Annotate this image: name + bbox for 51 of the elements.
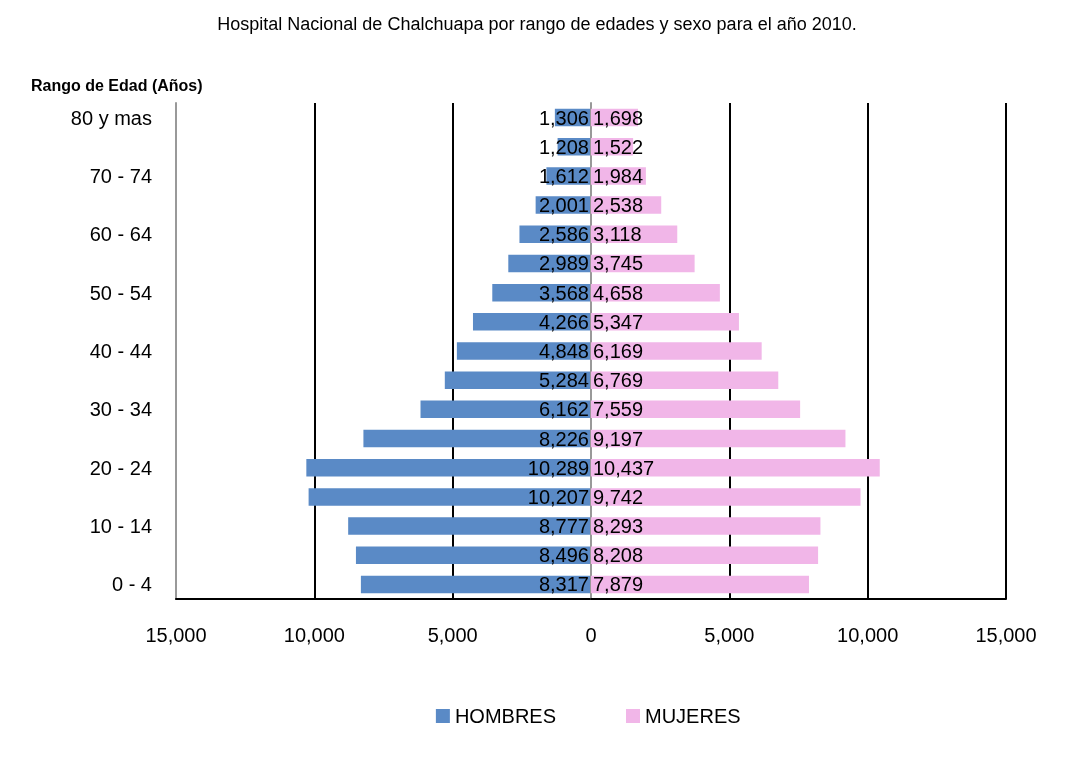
data-label: 3,745 [593,252,644,275]
data-label: 3,118 [593,223,642,246]
data-label: 9,197 [593,427,644,450]
data-label: 4,658 [593,281,644,304]
y-axis-title: Rango de Edad (Años) [31,76,203,94]
legend-label: MUJERES [645,705,741,727]
data-label: 4,848 [538,340,589,362]
data-label: 1,522 [593,135,644,158]
data-label: 6,169 [593,340,644,362]
data-label: 8,777 [538,515,589,538]
x-tick-label: 0 [585,624,597,646]
data-label: 2,538 [593,194,644,217]
x-tick-label: 5,000 [427,624,478,646]
y-tick-label: 20 - 24 [89,456,152,479]
x-tick-label: 10,000 [283,624,345,646]
data-label: 8,496 [538,544,589,567]
data-label: 6,162 [538,398,589,421]
data-label: 5,284 [538,369,589,392]
chart-title: Hospital Nacional de Chalchuapa por rango de edades y sexo para el año 2010. [217,14,857,34]
data-label: 8,293 [593,515,644,538]
data-label: 10,437 [593,456,655,479]
x-tick-label: 15,000 [145,624,207,646]
x-tick-label: 10,000 [837,624,899,646]
data-label: 7,559 [593,398,644,421]
data-label: 2,989 [538,252,589,275]
data-label: 1,698 [593,106,644,129]
data-label: 10,207 [527,485,589,508]
y-tick-label: 30 - 34 [89,398,152,421]
data-label: 8,208 [593,544,644,567]
data-label: 8,226 [538,427,589,450]
data-label: 1,984 [593,164,644,187]
x-tick-label: 15,000 [975,624,1037,646]
y-tick-label: 80 y mas [70,106,152,129]
data-label: 2,586 [538,223,589,246]
data-label: 8,317 [538,573,589,596]
y-tick-label: 70 - 74 [89,164,152,187]
y-tick-label: 40 - 44 [89,340,152,362]
data-label: 3,568 [538,281,589,304]
y-tick-label: 50 - 54 [89,281,152,304]
data-label: 2,001 [538,194,589,217]
y-tick-label: 0 - 4 [111,573,152,596]
data-label: 4,266 [538,310,589,333]
legend-label: HOMBRES [454,705,556,727]
x-tick-label: 5,000 [704,624,755,646]
y-tick-label: 60 - 64 [89,223,152,246]
data-label: 7,879 [593,573,644,596]
data-label: 5,347 [593,310,644,333]
y-tick-label: 10 - 14 [89,515,152,538]
data-label: 9,742 [593,485,644,508]
data-label: 6,769 [593,369,644,392]
data-label: 10,289 [527,456,589,479]
